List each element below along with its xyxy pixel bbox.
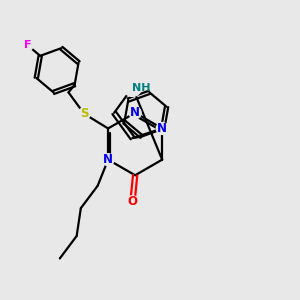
- Text: O: O: [128, 195, 137, 208]
- Text: F: F: [24, 40, 32, 50]
- Circle shape: [156, 122, 168, 134]
- Circle shape: [124, 79, 141, 97]
- Text: N: N: [157, 122, 167, 135]
- Text: N: N: [130, 106, 140, 119]
- Text: S: S: [80, 107, 88, 120]
- Text: N: N: [103, 153, 113, 166]
- Circle shape: [127, 196, 138, 208]
- Circle shape: [129, 107, 141, 119]
- Circle shape: [78, 108, 90, 120]
- Text: NH: NH: [132, 82, 151, 93]
- Circle shape: [102, 154, 114, 166]
- Circle shape: [22, 40, 33, 51]
